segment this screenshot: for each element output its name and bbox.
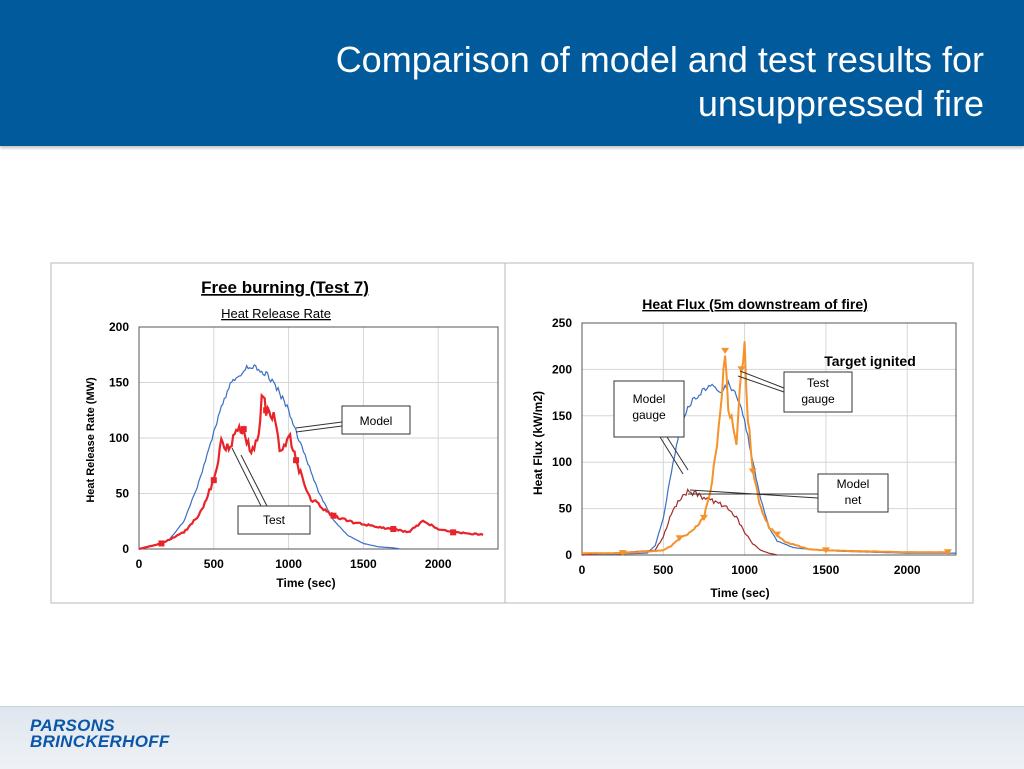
right-chart-title: Heat Flux (5m downstream of fire) — [642, 296, 868, 312]
left-plot-area: 0 500 1000 1500 2000 0 50 100 150 200 — [109, 320, 499, 571]
right-y-tick-label: 0 — [565, 548, 572, 562]
left-y-tick-label: 100 — [109, 431, 129, 445]
left-test-marker — [450, 529, 457, 536]
right-x-tick-label: 500 — [653, 563, 673, 577]
right-plot-area: 0 500 1000 1500 2000 0 50 100 150 200 250 — [552, 316, 957, 577]
model-callout-label: Model — [360, 414, 393, 428]
right-x-tick-label: 1000 — [731, 563, 758, 577]
footer-bar — [0, 706, 1024, 769]
left-test-marker — [158, 540, 165, 547]
left-test-marker — [240, 426, 247, 433]
model-net-callout-box — [817, 473, 889, 513]
left-chart-panel: Free burning (Test 7) Heat Release Rate … — [50, 262, 522, 604]
right-series-test-gauge — [581, 341, 949, 555]
right-test-gauge-marker — [699, 514, 708, 521]
right-test-gauge-marker — [721, 347, 730, 354]
left-y-tick-label: 50 — [116, 487, 130, 501]
right-y-tick-label: 100 — [552, 455, 572, 469]
left-test-marker — [210, 477, 217, 484]
right-x-tick-label: 0 — [579, 563, 586, 577]
logo-line-2: BRINCKERHOFF — [30, 732, 170, 751]
model-gauge-callout-box — [613, 380, 685, 438]
test-callout-box — [237, 505, 311, 535]
right-y-tick-label: 250 — [552, 316, 572, 330]
left-x-tick-label: 0 — [136, 557, 143, 571]
left-test-marker — [293, 457, 300, 464]
slide-title: Comparison of model and test results for… — [84, 38, 984, 126]
left-x-tick-label: 2000 — [425, 557, 452, 571]
left-x-tick-label: 500 — [204, 557, 224, 571]
right-x-tick-label: 2000 — [894, 563, 921, 577]
right-y-tick-label: 200 — [552, 362, 572, 376]
right-plot-frame — [581, 322, 957, 556]
left-x-tick-label: 1000 — [275, 557, 302, 571]
title-bar: Comparison of model and test results for… — [0, 0, 1024, 146]
left-test-marker — [390, 526, 397, 533]
logo-line-1: PARSONS — [30, 716, 115, 735]
right-test-gauge-marker — [748, 468, 757, 475]
company-logo: PARSONS BRINCKERHOFF — [30, 716, 170, 751]
left-x-axis-label: Time (sec) — [276, 576, 335, 590]
target-ignited-label: Target ignited — [824, 353, 916, 369]
right-test-gauge-marker — [773, 531, 782, 538]
right-y-tick-label: 150 — [552, 409, 572, 423]
right-y-tick-label: 50 — [559, 502, 573, 516]
test-gauge-callout-box — [783, 371, 853, 413]
right-chart-panel: Heat Flux (5m downstream of fire) 0 500 10… — [504, 262, 974, 604]
right-test-gauge-marker — [943, 549, 952, 556]
right-y-axis-label: Heat Flux (kW/m2) — [531, 391, 545, 495]
right-test-gauge-marker — [821, 547, 830, 554]
left-y-axis-label: Heat Release Rate (MW) — [85, 377, 97, 503]
model-net-callout-label: Model net — [837, 477, 870, 507]
left-plot-frame — [138, 326, 499, 550]
right-test-gauge-marker — [675, 535, 684, 542]
test-callout-label: Test — [263, 513, 286, 527]
right-test-gauge-marker — [737, 366, 746, 373]
right-x-tick-label: 1500 — [813, 563, 840, 577]
left-y-tick-label: 150 — [109, 376, 129, 390]
left-test-marker — [263, 407, 270, 414]
left-x-tick-label: 1500 — [350, 557, 377, 571]
model-gauge-callout-label: Model gauge — [632, 392, 666, 422]
test-gauge-callout-label: Test gauge — [801, 376, 835, 406]
left-y-tick-label: 0 — [122, 542, 129, 556]
model-callout-box — [341, 405, 411, 435]
left-y-tick-label: 200 — [109, 320, 129, 334]
left-series-model — [138, 364, 401, 550]
right-annotations: Target ignited Test gauge Model gauge Mode… — [613, 353, 916, 513]
right-test-gauge-marker — [618, 550, 627, 557]
left-series-test — [138, 392, 484, 551]
slide-title-line-1: Comparison of model and test results for — [335, 39, 984, 80]
left-test-marker — [330, 512, 337, 519]
left-chart-title: Free burning (Test 7) — [201, 278, 369, 297]
left-chart-subtitle: Heat Release Rate — [221, 306, 331, 321]
left-annotations: Model Test — [231, 405, 411, 535]
right-x-axis-label: Time (sec) — [710, 586, 769, 600]
slide-title-line-2: unsuppressed fire — [697, 83, 984, 124]
